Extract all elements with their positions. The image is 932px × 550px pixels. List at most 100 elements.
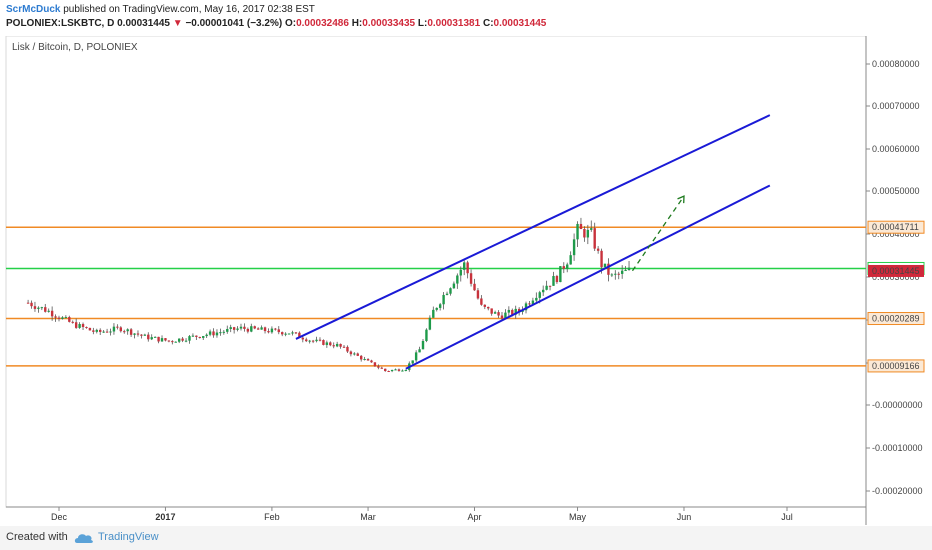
candle-body bbox=[78, 324, 81, 328]
candle-body bbox=[404, 369, 408, 371]
channel-lower-line[interactable] bbox=[405, 184, 771, 370]
price-level-tag bbox=[867, 312, 925, 326]
candle-body bbox=[123, 331, 126, 333]
candle-body bbox=[243, 326, 246, 329]
candle-body bbox=[610, 274, 614, 276]
candle-body bbox=[140, 334, 143, 336]
candle-body bbox=[147, 334, 150, 340]
symbol-label: POLONIEX:LSKBTC, D bbox=[6, 18, 115, 29]
candle-body bbox=[370, 360, 373, 363]
x-tick-label: Mar bbox=[360, 512, 376, 522]
candle-body bbox=[473, 283, 476, 291]
candle-body bbox=[298, 332, 301, 338]
candle-body bbox=[483, 304, 487, 307]
candle-body bbox=[346, 346, 349, 352]
candle-body bbox=[531, 300, 535, 304]
open-value: 0.00032486 bbox=[296, 18, 349, 29]
candle-body bbox=[480, 298, 483, 305]
candle-body bbox=[136, 333, 140, 335]
projection-arrowhead-icon bbox=[677, 195, 685, 204]
candle-body bbox=[205, 334, 208, 337]
candle-body bbox=[452, 283, 456, 289]
projection-arrow-line[interactable] bbox=[631, 195, 685, 272]
down-arrow-icon: ▼ bbox=[172, 18, 183, 29]
candle-body bbox=[414, 352, 418, 361]
candle-body bbox=[497, 312, 500, 316]
tradingview-brand-link[interactable]: TradingView bbox=[98, 531, 159, 543]
candle-body bbox=[428, 317, 432, 330]
candle-body bbox=[490, 308, 493, 314]
candle-body bbox=[555, 275, 559, 283]
chart-title: Lisk / Bitcoin, D, POLONIEX bbox=[12, 42, 138, 53]
last-price-tag bbox=[868, 264, 924, 277]
candle-body bbox=[593, 228, 596, 249]
x-tick-label: Feb bbox=[264, 512, 280, 522]
candle-body bbox=[438, 304, 442, 308]
candle-body bbox=[366, 359, 370, 361]
candle-body bbox=[442, 294, 445, 305]
candle-body bbox=[174, 341, 177, 343]
y-tick-label: 0.00060000 bbox=[872, 144, 920, 154]
candle-body bbox=[425, 329, 428, 341]
candle-body bbox=[418, 349, 421, 353]
candle-body bbox=[40, 307, 44, 309]
candle-body bbox=[54, 316, 57, 318]
candle-body bbox=[181, 338, 184, 341]
author-link[interactable]: ScrMcDuck bbox=[6, 4, 61, 15]
candle-body bbox=[449, 288, 452, 294]
candle-body bbox=[85, 327, 88, 329]
candle-body bbox=[493, 312, 497, 314]
candle-body bbox=[164, 338, 167, 341]
candle-body bbox=[432, 309, 435, 318]
quote-line: POLONIEX:LSKBTC, D 0.00031445 ▼ −0.00001… bbox=[6, 18, 546, 29]
candle-body bbox=[387, 371, 390, 373]
candle-body bbox=[583, 228, 586, 238]
candle-body bbox=[202, 336, 205, 338]
candle-body bbox=[524, 303, 528, 311]
channel-upper-line[interactable] bbox=[295, 114, 771, 340]
candle-body bbox=[614, 273, 617, 275]
candle-body bbox=[476, 290, 480, 299]
candle-body bbox=[397, 369, 401, 371]
tradingview-cloud-icon[interactable] bbox=[74, 532, 94, 544]
candle-body bbox=[30, 302, 33, 307]
candle-body bbox=[129, 329, 133, 335]
candle-body bbox=[487, 306, 490, 309]
candle-body bbox=[373, 362, 377, 367]
candle-body bbox=[315, 339, 318, 342]
x-tick-label: Jul bbox=[781, 512, 793, 522]
candle-body bbox=[229, 327, 232, 330]
plot-frame bbox=[5, 35, 867, 508]
candle-body bbox=[246, 328, 250, 332]
price-level-label: 0.00020289 bbox=[872, 314, 920, 324]
candle-body bbox=[569, 255, 572, 265]
candle-body bbox=[562, 266, 565, 269]
candle-body bbox=[390, 369, 394, 372]
candle-body bbox=[195, 335, 198, 337]
candle-body bbox=[71, 321, 74, 323]
candle-body bbox=[232, 327, 236, 330]
candle-body bbox=[514, 308, 517, 315]
price-level-label: 0.00041711 bbox=[872, 222, 919, 232]
x-tick-label: 2017 bbox=[155, 512, 175, 522]
candle-body bbox=[256, 328, 260, 330]
open-label: O: bbox=[284, 18, 297, 29]
candle-body bbox=[57, 317, 61, 319]
candle-body bbox=[239, 326, 243, 329]
candle-body bbox=[459, 269, 462, 276]
candle-body bbox=[198, 336, 201, 338]
candle-body bbox=[177, 338, 181, 342]
candle-body bbox=[188, 336, 191, 341]
candle-body bbox=[463, 262, 466, 270]
candle-body bbox=[538, 292, 541, 298]
x-tick-label: Jun bbox=[677, 512, 692, 522]
created-with-text: Created with bbox=[6, 531, 68, 543]
publish-info: published on TradingView.com, May 16, 20… bbox=[63, 4, 315, 15]
candle-body bbox=[559, 266, 562, 283]
candle-body bbox=[421, 340, 425, 350]
candle-body bbox=[579, 223, 583, 229]
candle-body bbox=[384, 368, 387, 372]
candle-body bbox=[61, 317, 64, 319]
